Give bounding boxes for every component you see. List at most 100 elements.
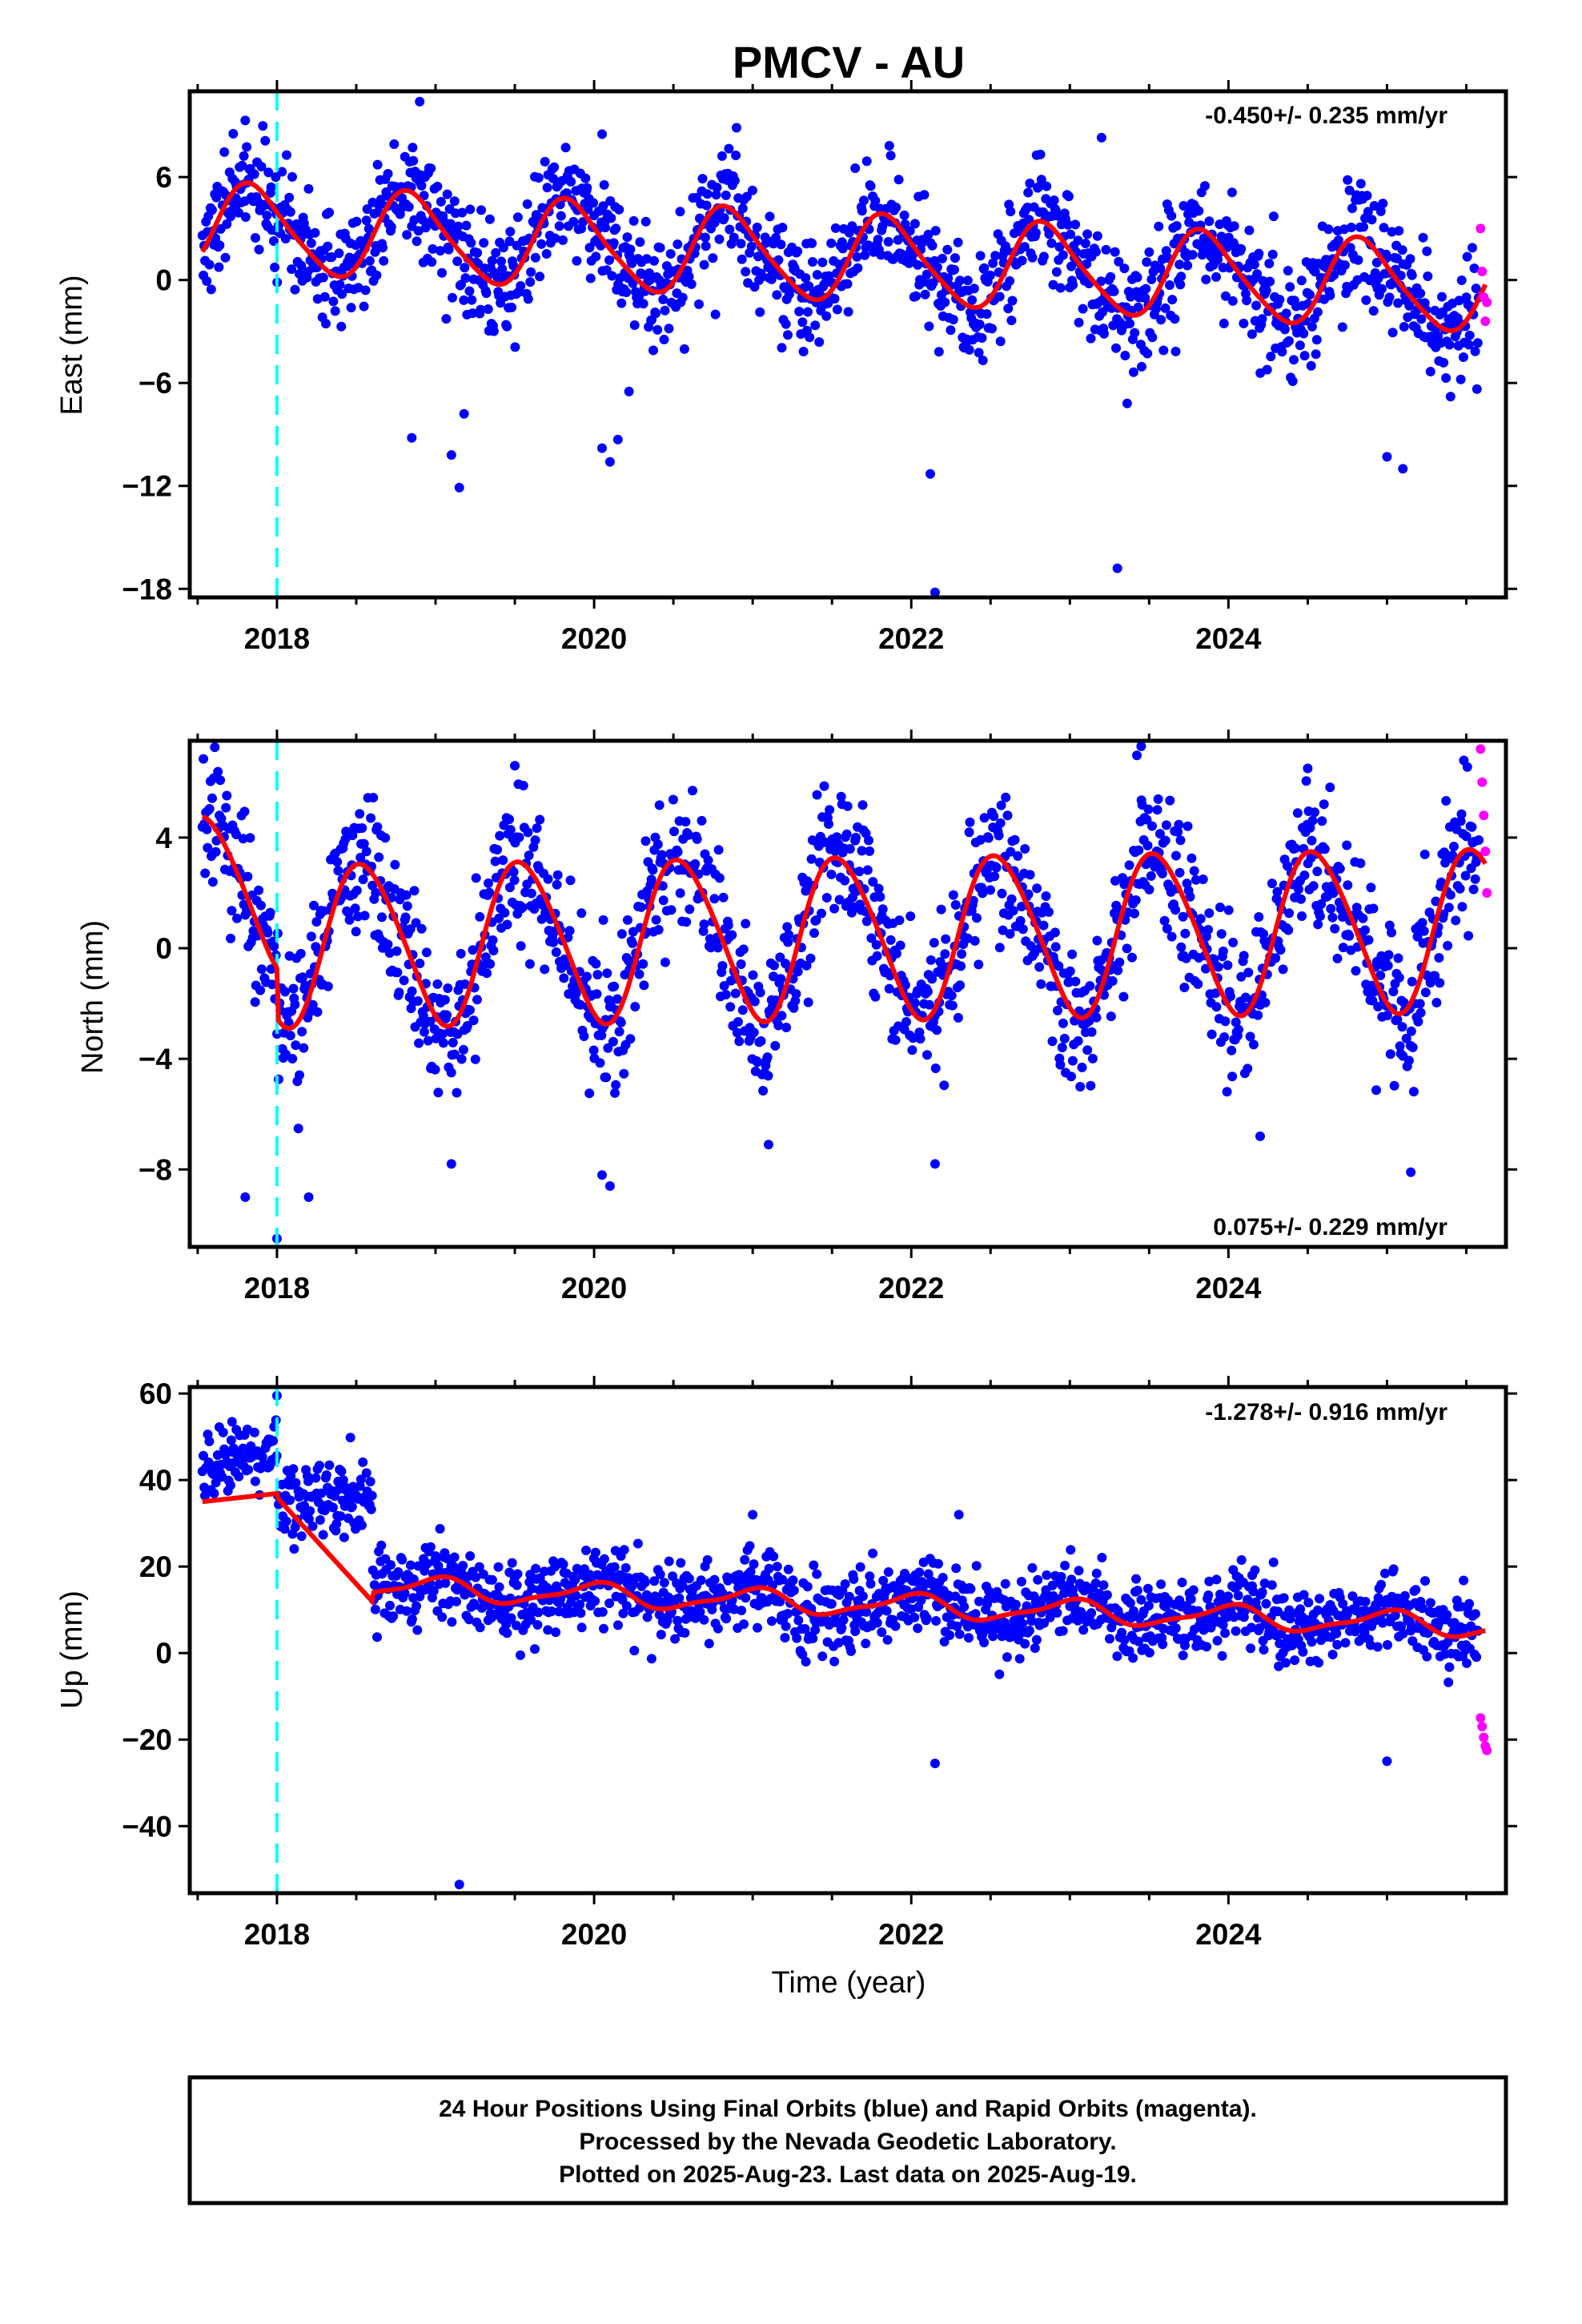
up-point: [1248, 1586, 1259, 1597]
east-point: [1058, 250, 1068, 260]
east-point: [885, 151, 896, 161]
north-point: [1467, 822, 1477, 832]
up-x-tick-label: 2020: [561, 1918, 627, 1951]
east-point: [1456, 275, 1467, 285]
north-point: [1292, 808, 1303, 818]
east-point: [219, 147, 230, 157]
east-point: [994, 292, 1005, 302]
east-point: [1070, 219, 1081, 230]
east-point: [378, 243, 387, 253]
north-point: [1218, 946, 1228, 956]
north-point: [1067, 949, 1078, 959]
east-point: [777, 343, 787, 353]
east-point: [1369, 201, 1379, 211]
east-point: [911, 291, 921, 301]
up-point: [1030, 1643, 1040, 1653]
east-point: [1166, 211, 1177, 221]
east-point: [652, 324, 663, 335]
north-point: [372, 822, 383, 832]
east-point: [353, 283, 363, 293]
east-point: [724, 143, 734, 154]
up-point: [493, 1562, 504, 1572]
up-point: [199, 1450, 208, 1461]
east-point: [1279, 324, 1290, 335]
north-point: [1066, 1072, 1076, 1082]
east-point: [1394, 226, 1404, 236]
east-point: [1353, 255, 1363, 265]
north-point: [1165, 795, 1175, 806]
north-point: [490, 856, 500, 866]
north-point: [456, 948, 466, 959]
east-point: [747, 185, 757, 195]
north-point: [1248, 1039, 1259, 1050]
east-point: [1355, 179, 1366, 189]
up-rapid-points: [1476, 1713, 1492, 1755]
east-point: [1247, 329, 1257, 340]
north-point: [1430, 971, 1440, 981]
up-point: [1399, 1590, 1410, 1601]
north-point: [1113, 965, 1123, 975]
up-point: [1202, 1642, 1212, 1652]
east-point: [995, 336, 1006, 347]
up-point: [1290, 1655, 1300, 1666]
north-point: [994, 943, 1005, 953]
east-point: [803, 307, 813, 317]
east-point: [1038, 251, 1049, 262]
north-point: [1059, 1033, 1070, 1043]
north-point: [1216, 929, 1227, 939]
east-point: [361, 215, 371, 226]
north-point: [1175, 835, 1186, 846]
up-point: [642, 1612, 652, 1622]
east-point: [287, 264, 297, 275]
up-point: [1382, 1756, 1392, 1767]
up-point: [432, 1553, 442, 1563]
east-point: [1017, 255, 1027, 266]
north-point: [1461, 831, 1472, 842]
east-point: [512, 212, 523, 223]
east-point: [1049, 195, 1059, 206]
east-point: [978, 356, 988, 365]
north-point: [579, 1031, 589, 1041]
north-x-tick-label: 2024: [1195, 1272, 1262, 1305]
north-point: [718, 892, 729, 903]
east-point: [852, 251, 862, 262]
north-point: [290, 999, 300, 1010]
up-point: [412, 1625, 423, 1635]
east-point: [1211, 271, 1221, 282]
east-point: [491, 247, 501, 258]
up-point: [656, 1630, 666, 1640]
north-point: [383, 939, 393, 950]
east-point: [560, 143, 571, 153]
up-final-points: [197, 1390, 1484, 1890]
up-point: [1360, 1597, 1371, 1606]
up-point: [357, 1520, 367, 1530]
east-point: [260, 135, 271, 146]
up-point: [1313, 1605, 1323, 1615]
up-point: [440, 1578, 451, 1588]
north-point: [510, 761, 520, 771]
north-point: [1227, 1045, 1237, 1055]
east-point: [262, 211, 272, 220]
north-point: [1191, 875, 1201, 885]
up-point: [855, 1562, 865, 1572]
up-point: [581, 1546, 591, 1555]
north-point: [442, 1010, 452, 1020]
north-point: [1254, 912, 1264, 922]
east-point: [677, 292, 688, 303]
east-point: [611, 223, 621, 234]
east-point: [1106, 271, 1116, 282]
east-point: [1068, 279, 1078, 290]
east-point: [1299, 351, 1310, 361]
east-point: [798, 347, 809, 356]
up-point: [1102, 1590, 1112, 1600]
north-point: [658, 895, 669, 906]
north-point: [468, 945, 478, 955]
north-point: [1326, 903, 1336, 914]
east-point: [600, 223, 610, 233]
up-point: [558, 1559, 568, 1570]
up-point: [906, 1604, 916, 1614]
up-point: [780, 1633, 790, 1642]
east-point: [408, 155, 419, 166]
north-point: [864, 835, 873, 846]
east-point: [1287, 376, 1298, 386]
